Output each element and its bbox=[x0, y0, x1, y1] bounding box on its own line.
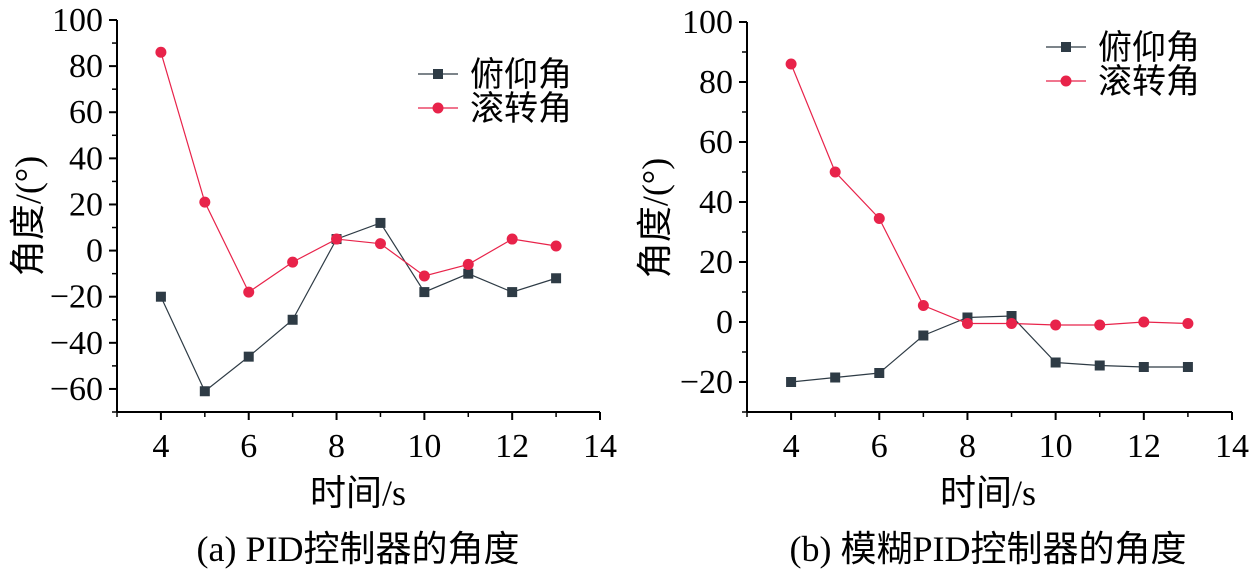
y-axis-title: 角度/(°) bbox=[635, 158, 675, 278]
y-tick-label: 0 bbox=[86, 233, 103, 270]
legend-label-roll: 滚转角 bbox=[1098, 63, 1200, 101]
x-tick-label: 14 bbox=[583, 428, 617, 465]
y-tick-label: 20 bbox=[699, 244, 733, 281]
series-line-roll bbox=[790, 63, 1188, 326]
data-point-pitch bbox=[463, 268, 474, 279]
data-point-roll bbox=[462, 258, 474, 270]
x-tick-label: 12 bbox=[495, 428, 529, 465]
x-tick-label: 8 bbox=[959, 428, 976, 465]
x-tick-label: 6 bbox=[871, 428, 888, 465]
y-tick-label: 80 bbox=[699, 64, 733, 101]
x-tick-label: 10 bbox=[1039, 428, 1073, 465]
data-point-roll bbox=[1006, 318, 1018, 329]
data-point-roll bbox=[785, 58, 797, 70]
y-tick-label: −60 bbox=[50, 371, 103, 408]
y-tick-label: 20 bbox=[69, 186, 103, 223]
y-tick-label: 100 bbox=[52, 2, 103, 39]
data-point-roll bbox=[873, 213, 885, 224]
data-point-roll bbox=[1182, 318, 1194, 329]
data-point-pitch bbox=[243, 351, 254, 362]
y-tick-label: 0 bbox=[716, 304, 733, 341]
data-point-roll bbox=[1050, 319, 1062, 331]
y-tick-label: −20 bbox=[680, 364, 733, 401]
data-point-pitch bbox=[507, 287, 518, 298]
data-point-pitch bbox=[1094, 360, 1105, 371]
y-tick-label: 100 bbox=[682, 4, 733, 41]
y-tick-label: −20 bbox=[50, 279, 103, 316]
y-tick-label: 40 bbox=[69, 140, 103, 177]
legend-marker-roll bbox=[432, 102, 444, 114]
series-line-pitch bbox=[791, 315, 1188, 383]
data-point-pitch bbox=[155, 291, 166, 302]
data-point-roll bbox=[199, 196, 211, 208]
legend-label-pitch: 俯仰角 bbox=[470, 56, 572, 94]
data-point-roll bbox=[243, 286, 255, 298]
y-axis-title: 角度/(°) bbox=[8, 156, 48, 276]
data-point-roll bbox=[506, 233, 518, 245]
legend-marker-pitch bbox=[433, 69, 443, 79]
data-point-pitch bbox=[786, 377, 797, 387]
x-tick-label: 8 bbox=[328, 428, 345, 465]
x-axis-title: 时间/s bbox=[940, 473, 1036, 513]
data-point-pitch bbox=[1182, 362, 1193, 372]
data-point-pitch bbox=[199, 386, 210, 397]
x-tick-label: 4 bbox=[152, 428, 169, 465]
data-point-roll bbox=[550, 240, 562, 252]
data-point-roll bbox=[1138, 316, 1150, 328]
legend-marker-roll bbox=[1060, 75, 1072, 87]
y-tick-label: 60 bbox=[699, 124, 733, 161]
data-point-roll bbox=[155, 46, 167, 58]
chart-b: −20 0 20 40 60 80 100 4 6 8 10 12 14 时间/s 角度/(°) (b… bbox=[635, 4, 1249, 569]
data-point-pitch bbox=[1050, 357, 1061, 368]
legend: 俯仰角 滚转角 bbox=[1046, 29, 1200, 101]
data-point-roll bbox=[917, 300, 929, 311]
chart-caption: (b) 模糊PID控制器的角度 bbox=[790, 529, 1187, 569]
x-axis-title: 时间/s bbox=[310, 473, 406, 513]
legend-label-roll: 滚转角 bbox=[470, 90, 572, 128]
data-point-roll bbox=[287, 256, 299, 268]
chart-caption: (a) PID控制器的角度 bbox=[197, 529, 520, 569]
data-point-pitch bbox=[419, 287, 430, 298]
data-point-pitch bbox=[551, 273, 562, 284]
data-point-pitch bbox=[375, 217, 386, 228]
data-point-roll bbox=[418, 270, 430, 282]
legend-label-pitch: 俯仰角 bbox=[1098, 29, 1200, 67]
y-tick-label: −40 bbox=[50, 325, 103, 362]
data-point-pitch bbox=[1138, 362, 1149, 372]
x-tick-label: 4 bbox=[783, 428, 800, 465]
data-point-roll bbox=[1094, 319, 1106, 331]
data-point-roll bbox=[331, 233, 343, 245]
data-point-roll bbox=[374, 238, 386, 250]
y-tick-label: 80 bbox=[69, 48, 103, 85]
data-point-pitch bbox=[1006, 311, 1017, 321]
y-tick-label: 60 bbox=[69, 94, 103, 131]
legend: 俯仰角 滚转角 bbox=[418, 56, 572, 128]
chart-a: −60 −40 −20 0 20 40 60 80 100 4 6 8 10 12 14 时间/s 角度/… bbox=[8, 2, 617, 569]
data-point-roll bbox=[829, 166, 841, 178]
y-tick-label: 40 bbox=[699, 184, 733, 221]
data-point-pitch bbox=[962, 312, 973, 323]
data-point-pitch bbox=[874, 368, 885, 378]
data-point-roll bbox=[961, 318, 973, 329]
x-tick-label: 6 bbox=[240, 428, 257, 465]
legend-marker-pitch bbox=[1061, 42, 1071, 52]
data-point-pitch bbox=[830, 372, 841, 383]
x-tick-label: 10 bbox=[407, 428, 441, 465]
x-tick-label: 14 bbox=[1215, 428, 1249, 465]
series-line-pitch bbox=[160, 222, 557, 393]
series-line-roll bbox=[160, 52, 557, 293]
data-point-pitch bbox=[287, 314, 298, 325]
x-tick-label: 12 bbox=[1127, 428, 1161, 465]
data-point-pitch bbox=[918, 330, 929, 341]
